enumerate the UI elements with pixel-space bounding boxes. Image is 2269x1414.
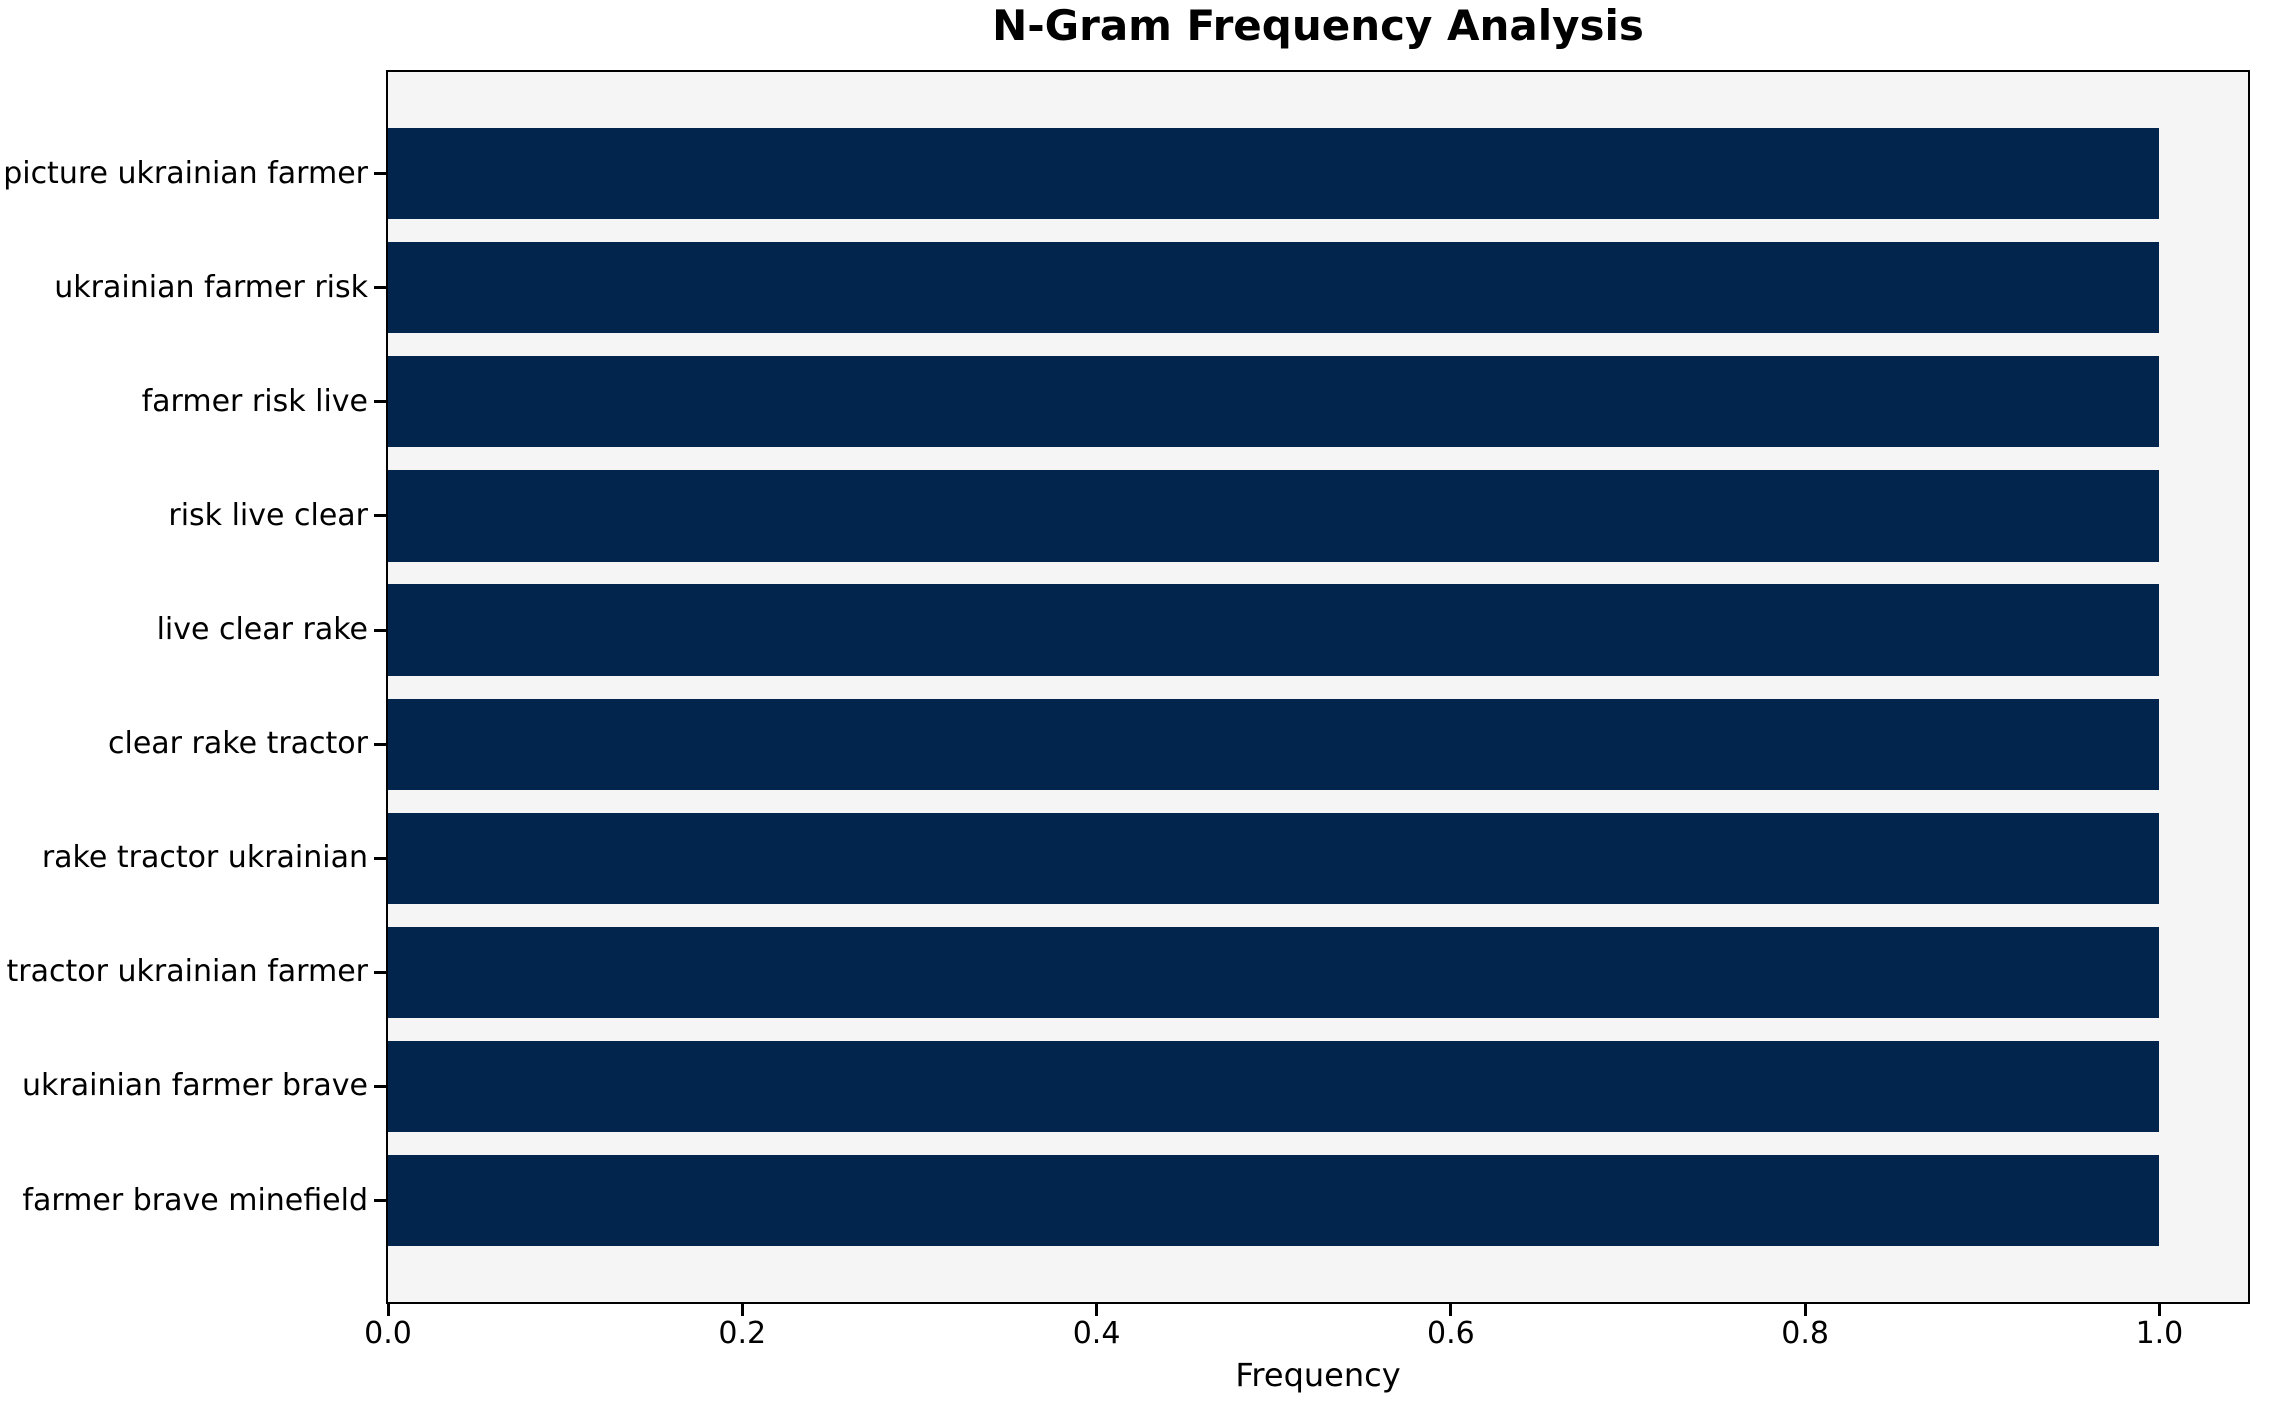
y-tick-mark bbox=[374, 1084, 386, 1088]
y-tick-mark bbox=[374, 856, 386, 860]
y-tick-label: farmer risk live bbox=[141, 383, 368, 419]
x-tick-mark bbox=[386, 1304, 390, 1316]
x-tick-mark bbox=[2157, 1304, 2161, 1316]
y-tick-label: rake tractor ukrainian bbox=[41, 840, 368, 876]
y-tick-mark bbox=[374, 400, 386, 404]
bar bbox=[388, 1040, 2160, 1133]
y-tick-label: ukrainian farmer brave bbox=[22, 1068, 368, 1104]
bar bbox=[388, 584, 2160, 676]
x-tick-label: 1.0 bbox=[2135, 1316, 2184, 1351]
x-tick-label: 0.6 bbox=[1426, 1316, 1475, 1351]
y-tick-mark bbox=[374, 286, 386, 290]
y-tick-mark bbox=[374, 628, 386, 632]
y-tick-label: farmer brave minefield bbox=[22, 1182, 368, 1218]
y-tick-label: picture ukrainian farmer bbox=[3, 155, 368, 191]
y-tick-label: ukrainian farmer risk bbox=[54, 269, 368, 305]
bar bbox=[388, 128, 2160, 220]
x-tick-mark bbox=[1095, 1304, 1099, 1316]
y-tick-mark bbox=[374, 1199, 386, 1203]
y-tick-label: clear rake tractor bbox=[108, 726, 368, 762]
plot-area bbox=[386, 70, 2250, 1304]
y-tick-label: risk live clear bbox=[168, 497, 368, 533]
bar bbox=[388, 470, 2160, 562]
x-tick-label: 0.4 bbox=[1072, 1316, 1121, 1351]
y-tick-label: live clear rake bbox=[156, 612, 368, 648]
bar bbox=[388, 812, 2160, 904]
x-axis-title: Frequency bbox=[1235, 1356, 1401, 1394]
x-tick-mark bbox=[1803, 1304, 1807, 1316]
y-tick-mark bbox=[374, 172, 386, 176]
x-tick-mark bbox=[740, 1304, 744, 1316]
y-tick-mark bbox=[374, 742, 386, 746]
bar bbox=[388, 242, 2160, 334]
bar bbox=[388, 698, 2160, 790]
bar bbox=[388, 356, 2160, 448]
x-tick-label: 0.2 bbox=[718, 1316, 767, 1351]
x-tick-label: 0.0 bbox=[364, 1316, 412, 1351]
y-tick-mark bbox=[374, 514, 386, 518]
y-tick-label: tractor ukrainian farmer bbox=[6, 954, 368, 990]
x-tick-mark bbox=[1449, 1304, 1453, 1316]
x-tick-label: 0.8 bbox=[1781, 1316, 1829, 1351]
bar bbox=[388, 926, 2160, 1018]
bar bbox=[388, 1154, 2160, 1247]
y-tick-mark bbox=[374, 970, 386, 974]
chart-title: N-Gram Frequency Analysis bbox=[992, 1, 1644, 50]
